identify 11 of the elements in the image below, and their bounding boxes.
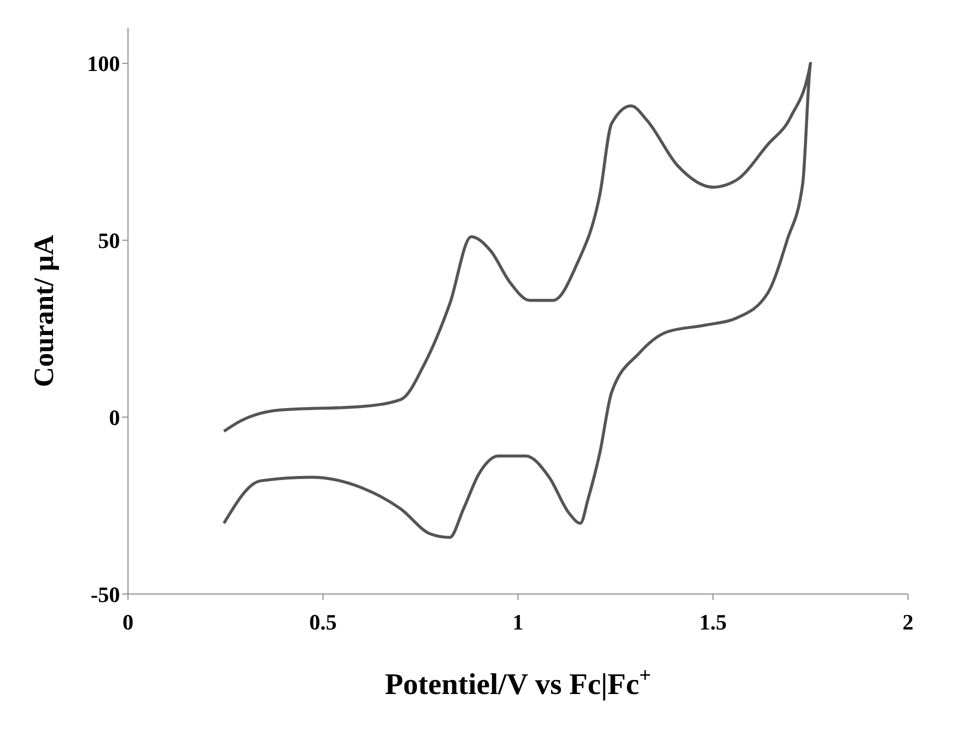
y-tick-label: 0: [109, 404, 120, 430]
x-tick-label: 0.5: [309, 610, 337, 635]
y-tick-label: 50: [98, 228, 120, 254]
x-tick-label: 2: [902, 610, 914, 635]
line-series: [222, 62, 812, 539]
y-tick-label: 100: [87, 51, 120, 76]
x-tick-label: 1.5: [699, 610, 727, 635]
x-tick-label: 1: [512, 610, 524, 635]
y-tick-label: -50: [90, 582, 120, 607]
x-axis-title: Potentiel/V vs Fc|Fc$^{+}$: [384, 663, 652, 701]
y-axis-title: Courant/ µA: [29, 234, 60, 388]
